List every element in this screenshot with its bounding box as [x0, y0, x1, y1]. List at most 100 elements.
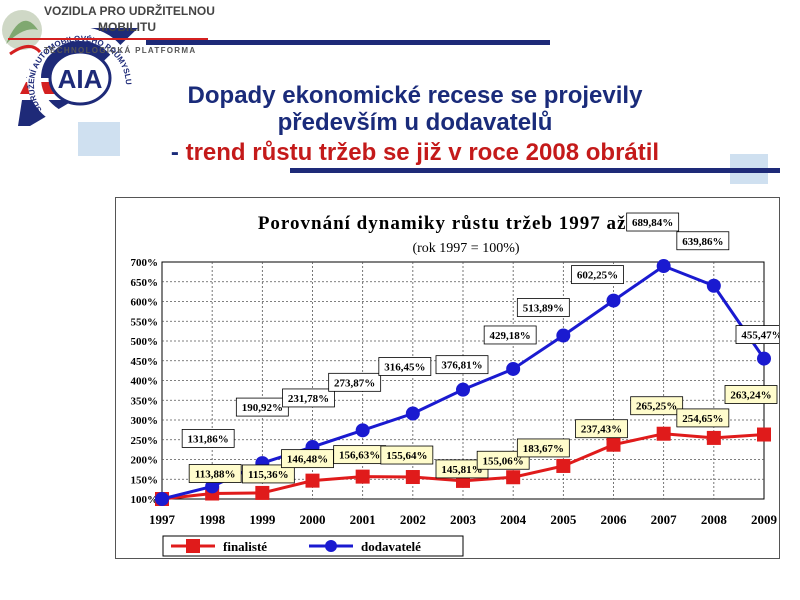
- data-point-finaliste: [656, 426, 671, 441]
- y-tick-label: 350%: [131, 395, 159, 407]
- x-tick-label: 2002: [400, 512, 426, 527]
- y-tick-label: 500%: [131, 336, 159, 348]
- vpm-line1: VOZIDLA PRO UDRŽITELNOU: [44, 4, 215, 18]
- data-label-box: [188, 464, 242, 483]
- data-point-dodavatele: [656, 259, 671, 274]
- slide-title-red: trend růstu tržeb se již v roce 2008 obr…: [185, 139, 660, 166]
- data-point-dodavatele: [155, 492, 169, 506]
- data-label: 113,88%: [195, 469, 236, 481]
- x-tick-label: 2009: [751, 512, 778, 527]
- aia-logo-text: AIA: [58, 64, 103, 94]
- x-tick-label: 2004: [500, 512, 526, 527]
- data-label: 115,36%: [248, 469, 289, 481]
- data-label: 265,25%: [636, 401, 677, 413]
- data-label: 263,24%: [730, 390, 771, 402]
- vpm-logo: VOZIDLA PRO UDRŽITELNOU MOBILITU TECHNOL…: [0, 0, 215, 66]
- data-label-box: [516, 438, 570, 458]
- data-label-box: [181, 429, 235, 448]
- line-chart: Porovnání dynamiky růstu tržeb 1997 až 2…: [131, 212, 779, 557]
- data-label: 145,81%: [441, 464, 482, 476]
- data-point-finaliste: [606, 437, 621, 452]
- data-point-finaliste: [355, 469, 370, 484]
- vpm-line3: TECHNOLOGICKÁ PLATFORMA: [44, 46, 197, 55]
- data-label: 155,06%: [483, 455, 524, 467]
- data-label: 183,67%: [523, 443, 564, 455]
- data-point-finaliste: [506, 470, 521, 485]
- y-tick-label: 600%: [131, 297, 159, 309]
- data-label: 429,18%: [490, 330, 531, 342]
- data-label-box: [516, 298, 570, 317]
- data-label: 190,92%: [242, 402, 283, 414]
- data-label: 131,86%: [188, 433, 229, 445]
- y-tick-label: 200%: [131, 455, 159, 467]
- y-tick-label: 100%: [131, 494, 159, 506]
- data-label-box: [483, 325, 537, 345]
- data-label: 689,84%: [632, 217, 673, 229]
- data-point-finaliste: [405, 470, 420, 485]
- top-divider-bar: [146, 40, 550, 45]
- y-tick-label: 700%: [131, 257, 159, 269]
- slide-title-line2: především u dodavatelů: [277, 109, 553, 136]
- x-tick-label: 1998: [199, 512, 226, 527]
- data-label-box: [380, 445, 434, 465]
- axes: 100% 150% 200% 250% 300% 350% 400% 450% 500% 550%…: [131, 257, 778, 527]
- data-label-box: [630, 396, 684, 416]
- x-tick-label: 2008: [701, 512, 728, 527]
- slide-title-line3: - trend růstu tržeb se již v roce 2008 o…: [110, 138, 720, 168]
- data-point-dodavatele: [556, 328, 571, 343]
- x-tick-label: 2006: [601, 512, 628, 527]
- x-tick-label: 2003: [450, 512, 477, 527]
- y-tick-label: 450%: [131, 356, 159, 368]
- data-label-box: [328, 372, 382, 392]
- data-point-finaliste: [305, 473, 320, 488]
- y-tick-label: 550%: [131, 316, 159, 328]
- legend-marker-square: [186, 539, 200, 553]
- data-label-box: [676, 231, 730, 251]
- x-tick-label: 2000: [300, 512, 326, 527]
- legend-label: dodavatelé: [361, 539, 421, 554]
- data-point-dodavatele: [405, 406, 420, 421]
- data-label-box: [241, 464, 295, 484]
- data-point-dodavatele: [606, 293, 621, 308]
- legend: finalisté dodavatelé: [162, 535, 464, 557]
- data-point-dodavatele: [757, 351, 771, 366]
- data-label-box: [282, 388, 335, 408]
- slide-title-line1: Dopady ekonomické recese se projevily: [187, 82, 643, 109]
- data-label: 155,64%: [386, 450, 427, 462]
- vpm-red-line: [8, 38, 208, 40]
- data-label: 273,87%: [334, 377, 375, 389]
- vpm-line2: MOBILITU: [98, 20, 156, 34]
- aia-logo-center: [48, 50, 112, 106]
- data-label-box: [378, 357, 432, 376]
- vpm-leaf-icon: [2, 10, 42, 56]
- y-tick-label: 300%: [131, 415, 159, 427]
- data-label-box: [676, 408, 730, 428]
- data-point-dodavatele: [355, 423, 370, 438]
- legend-marker-circle: [325, 540, 337, 552]
- data-label: 513,89%: [523, 303, 564, 315]
- legend-label: finalisté: [223, 539, 267, 554]
- data-label: 376,81%: [441, 360, 482, 372]
- data-point-finaliste: [757, 427, 771, 442]
- data-label: 156,63%: [339, 450, 380, 462]
- deco-square-left: [78, 122, 120, 156]
- x-tick-label: 2005: [550, 512, 577, 527]
- data-point-finaliste: [706, 430, 721, 445]
- y-tick-label: 400%: [131, 376, 159, 388]
- data-point-dodavatele: [706, 278, 721, 293]
- data-label: 639,86%: [682, 236, 723, 248]
- data-point-finaliste: [255, 485, 270, 500]
- x-tick-label: 2007: [651, 512, 678, 527]
- x-tick-label: 1999: [249, 512, 275, 527]
- data-label: 237,43%: [581, 424, 622, 436]
- x-tick-label: 2001: [350, 512, 376, 527]
- data-label-box: [476, 450, 530, 470]
- data-label: 231,78%: [288, 393, 329, 405]
- x-tick-label: 1997: [149, 512, 176, 527]
- y-tick-label: 150%: [131, 474, 159, 486]
- title-dash: -: [170, 139, 186, 166]
- data-point-dodavatele: [506, 361, 521, 376]
- data-label-box: [735, 325, 779, 344]
- data-label: 455,47%: [741, 330, 779, 342]
- data-point-dodavatele: [456, 382, 470, 397]
